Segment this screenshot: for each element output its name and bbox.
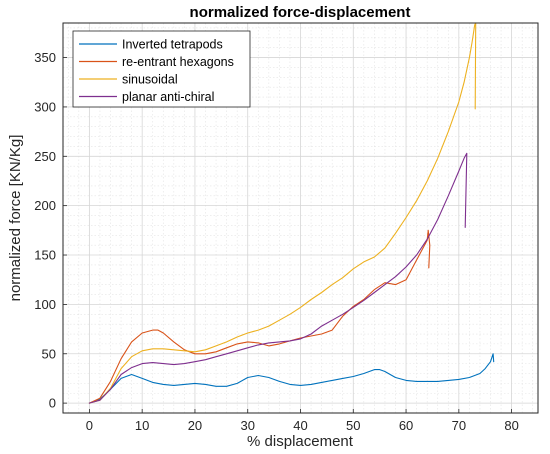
series-line-3 <box>88 152 468 404</box>
series-line-0 <box>88 353 495 404</box>
series-layer <box>88 22 495 404</box>
y-tick-label: 50 <box>42 346 56 361</box>
x-axis: 0 10 20 30 40 50 60 70 80 <box>86 409 519 433</box>
y-tick-label: 300 <box>34 99 56 114</box>
x-tick-label: 20 <box>188 418 202 433</box>
x-tick-label: 30 <box>240 418 254 433</box>
x-tick-label: 40 <box>293 418 307 433</box>
y-tick-label: 100 <box>34 297 56 312</box>
series-line-1 <box>88 229 431 404</box>
major-grid <box>63 23 538 413</box>
legend-label-1: re-entrant hexagons <box>122 55 234 69</box>
y-tick-label: 150 <box>34 248 56 263</box>
y-tick-label: 200 <box>34 198 56 213</box>
legend-label-0: Inverted tetrapods <box>122 37 223 51</box>
x-tick-label: 80 <box>504 418 518 433</box>
x-tick-label: 70 <box>452 418 466 433</box>
chart-title: normalized force-displacement <box>190 4 411 21</box>
y-axis-label: normalized force [KN/Kg] <box>7 135 24 302</box>
y-tick-label: 0 <box>49 396 56 411</box>
x-tick-label: 0 <box>86 418 93 433</box>
x-tick-label: 60 <box>399 418 413 433</box>
y-tick-label: 350 <box>34 50 56 65</box>
y-axis: 0 50 100 150 200 250 300 350 <box>34 50 67 411</box>
x-tick-label: 10 <box>135 418 149 433</box>
y-tick-label: 250 <box>34 149 56 164</box>
legend-label-3: planar anti-chiral <box>122 90 214 104</box>
legend: Inverted tetrapods re-entrant hexagons sin… <box>72 30 251 108</box>
x-tick-label: 50 <box>346 418 360 433</box>
x-axis-label: % displacement <box>247 433 354 450</box>
legend-label-2: sinusoidal <box>122 72 178 86</box>
series-line-2 <box>88 22 477 404</box>
